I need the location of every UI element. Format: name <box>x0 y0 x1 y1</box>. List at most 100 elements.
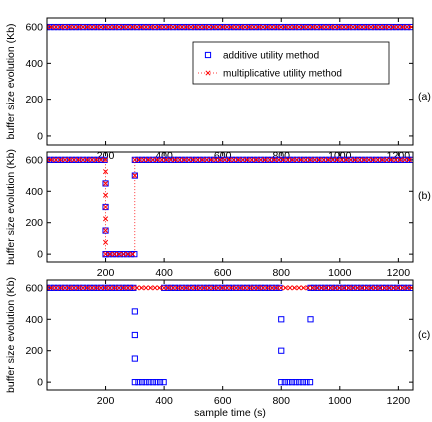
data-point <box>148 23 155 31</box>
data-point <box>112 251 118 257</box>
y-axis-label: buffer size evolution (Kb) <box>5 149 17 265</box>
data-point <box>215 24 221 30</box>
data-point <box>281 379 288 386</box>
data-point <box>210 24 217 30</box>
marker-stroke <box>336 285 343 291</box>
marker-stroke <box>89 157 95 163</box>
marker-stroke <box>143 285 149 291</box>
data-point <box>58 284 65 291</box>
marker-stroke <box>141 157 147 163</box>
data-point <box>298 157 304 163</box>
data-point <box>145 157 151 163</box>
marker-stroke <box>334 157 340 163</box>
marker-stroke <box>47 157 50 161</box>
marker-stroke <box>276 157 282 163</box>
data-point <box>303 157 309 163</box>
marker-stroke <box>93 285 100 291</box>
marker-stroke <box>147 285 154 291</box>
data-point <box>345 285 352 291</box>
data-point <box>354 285 361 291</box>
data-point <box>58 156 65 163</box>
data-point <box>186 157 192 163</box>
data-point <box>129 24 136 30</box>
data-point <box>103 251 109 257</box>
marker-stroke <box>345 285 352 291</box>
marker-stroke <box>177 157 183 163</box>
marker-stroke <box>154 157 160 163</box>
data-point <box>136 157 142 163</box>
data-point <box>102 285 109 291</box>
data-point <box>201 24 208 30</box>
marker-stroke <box>183 24 190 30</box>
data-point <box>404 285 410 291</box>
marker-stroke <box>75 157 82 163</box>
data-point <box>402 157 408 163</box>
data-point <box>370 157 376 163</box>
marker-stroke <box>84 285 91 291</box>
marker-stroke <box>393 157 399 163</box>
plot-frame <box>46 17 414 146</box>
marker-stroke <box>66 285 73 291</box>
data-point <box>75 24 82 30</box>
data-point <box>390 24 397 30</box>
marker-stroke <box>242 285 248 291</box>
marker-stroke <box>264 285 271 291</box>
data-point <box>296 379 303 386</box>
marker-stroke <box>395 24 401 30</box>
marker-stroke <box>226 157 232 163</box>
marker-stroke <box>296 24 302 30</box>
marker-stroke <box>240 157 246 163</box>
marker-stroke <box>192 285 199 291</box>
data-point <box>138 24 145 30</box>
data-point <box>339 157 345 163</box>
data-point <box>76 23 83 31</box>
data-point <box>294 157 300 163</box>
data-point <box>98 285 104 291</box>
y-tick-label: 400 <box>25 58 43 70</box>
marker-stroke <box>336 24 343 30</box>
marker-stroke <box>129 285 136 291</box>
data-point <box>111 285 118 291</box>
data-point <box>231 157 237 163</box>
x-tick-label: 1200 <box>387 267 411 279</box>
marker-stroke <box>345 24 352 30</box>
marker-stroke <box>57 24 64 30</box>
marker-stroke <box>93 24 100 30</box>
marker-stroke <box>107 285 113 291</box>
data-point <box>309 24 316 30</box>
marker-stroke <box>134 24 140 30</box>
data-point <box>296 285 302 291</box>
marker-stroke <box>249 157 255 163</box>
data-point <box>219 24 226 30</box>
data-point <box>66 285 73 291</box>
data-point <box>256 23 263 31</box>
plot-data <box>47 156 413 258</box>
marker-stroke <box>271 157 277 163</box>
y-tick-label: 0 <box>37 377 43 389</box>
marker-stroke <box>309 285 316 291</box>
data-point <box>246 285 253 291</box>
data-point <box>57 157 64 163</box>
data-point <box>166 23 173 31</box>
data-point <box>165 24 172 30</box>
marker-stroke <box>120 285 127 291</box>
data-point <box>368 24 374 30</box>
data-point <box>53 157 59 163</box>
data-point <box>181 157 187 163</box>
data-point <box>121 251 127 257</box>
marker-stroke <box>260 24 266 30</box>
marker-stroke <box>388 157 394 163</box>
data-point <box>350 285 356 291</box>
x-tick-label: 600 <box>214 395 232 407</box>
marker-stroke <box>201 24 208 30</box>
data-point <box>208 157 214 163</box>
marker-stroke <box>278 285 284 291</box>
marker-stroke <box>269 24 275 30</box>
data-point <box>350 24 356 30</box>
data-point <box>93 157 100 163</box>
marker-stroke <box>264 24 271 30</box>
marker-stroke <box>53 157 59 163</box>
legend-label: multiplicative utility method <box>223 69 342 80</box>
data-point <box>94 23 101 31</box>
data-point <box>260 285 266 291</box>
